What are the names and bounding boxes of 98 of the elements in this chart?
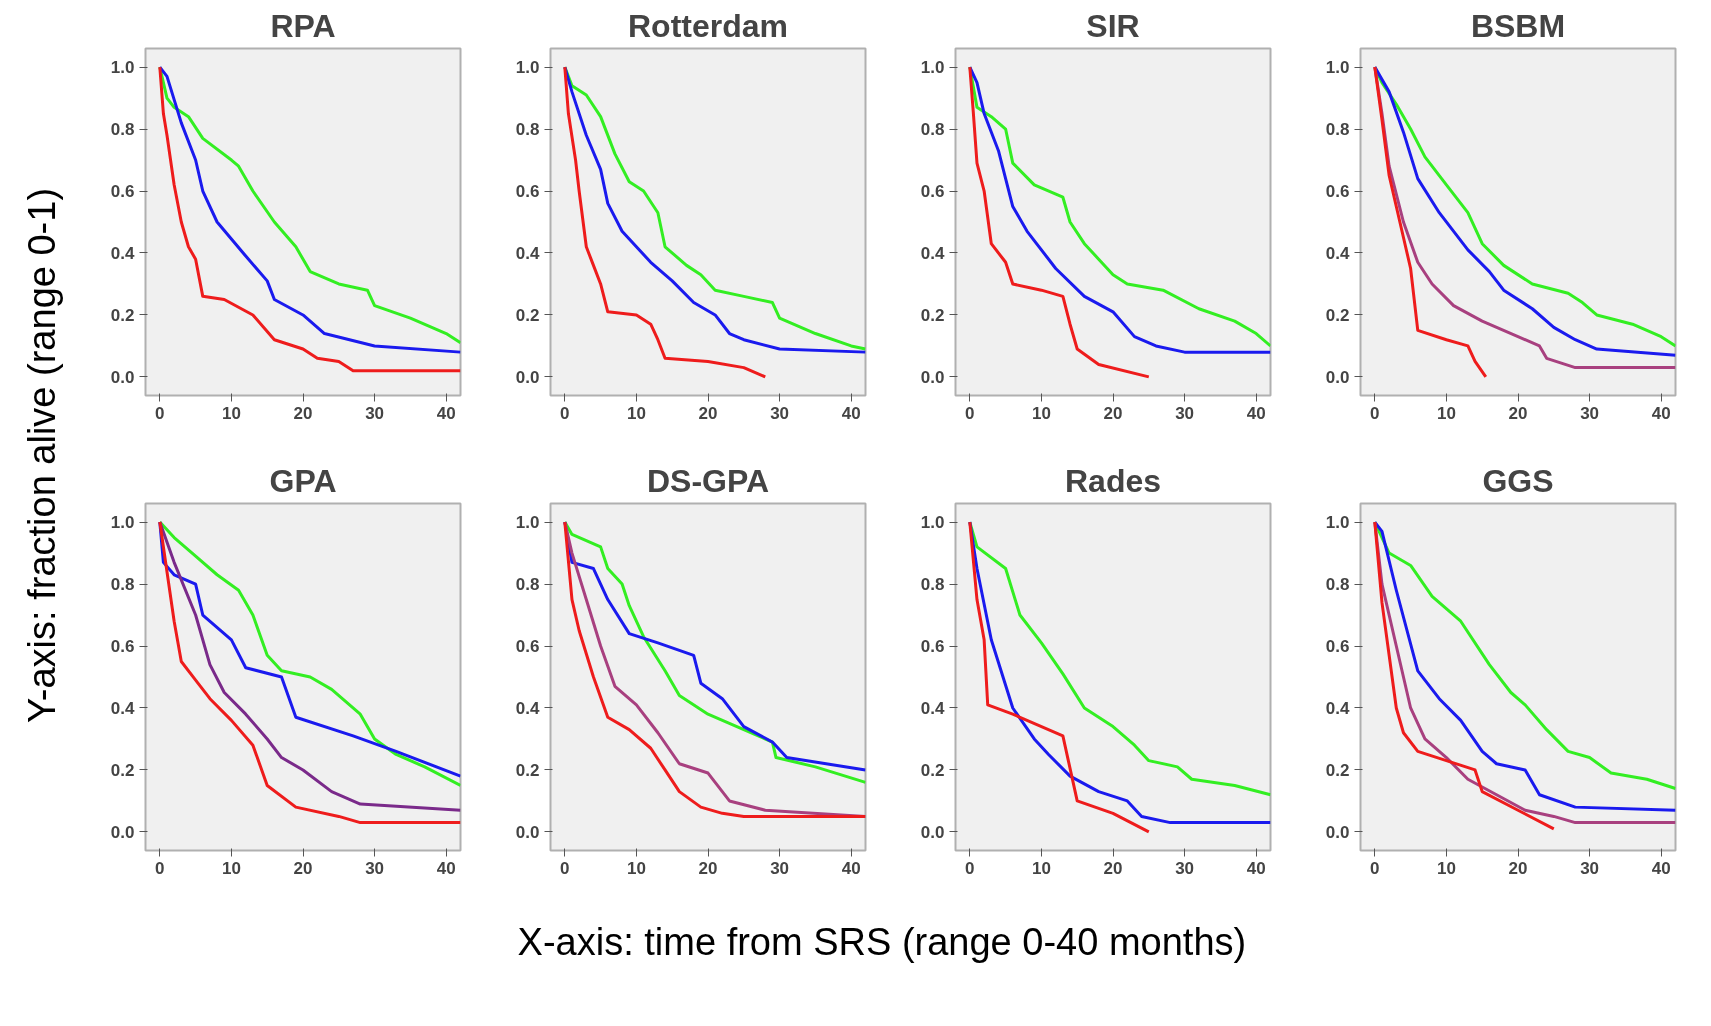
x-tick-label: 20 [698, 858, 718, 878]
x-tick-label: 0 [560, 858, 570, 878]
x-tick-label: 10 [1031, 858, 1051, 878]
x-tick-label: 30 [770, 858, 790, 878]
chart-title: GGS [1482, 462, 1554, 499]
x-tick-label: 10 [221, 858, 241, 878]
y-tick-label: 0.6 [1325, 182, 1350, 202]
chart-title: Rotterdam [627, 7, 789, 44]
y-tick-label: 0.0 [110, 367, 135, 387]
y-tick-label: 0.8 [110, 575, 135, 595]
y-tick-label: 0.6 [110, 637, 135, 657]
y-tick-label: 0.0 [110, 822, 135, 842]
x-tick-label: 30 [1580, 858, 1600, 878]
x-tick-label: 30 [1175, 858, 1195, 878]
y-tick-label: 0.8 [1325, 575, 1350, 595]
y-tick-label: 0.6 [110, 182, 135, 202]
x-tick-label: 0 [560, 403, 570, 423]
y-axis-title: Y-axis: fraction alive (range 0-1) [20, 187, 63, 724]
x-tick-label: 10 [1436, 858, 1456, 878]
x-tick-label: 0 [155, 403, 165, 423]
x-tick-label: 30 [1175, 403, 1195, 423]
x-tick-label: 40 [1651, 858, 1671, 878]
y-tick-label: 0.8 [1325, 120, 1350, 140]
y-tick-label: 0.2 [110, 305, 135, 325]
x-tick-label: 0 [1370, 858, 1380, 878]
y-tick-label: 0.0 [1325, 367, 1350, 387]
y-tick-label: 0.0 [920, 367, 945, 387]
x-tick-label: 40 [1246, 858, 1266, 878]
chart-title: SIR [1086, 7, 1140, 44]
y-tick-label: 0.2 [920, 305, 945, 325]
y-tick-label: 0.4 [920, 243, 946, 263]
x-tick-label: 40 [841, 403, 861, 423]
x-tick-label: 20 [1103, 403, 1123, 423]
y-tick-label: 1.0 [1325, 513, 1350, 533]
y-tick-label: 0.0 [515, 367, 540, 387]
y-tick-label: 1.0 [515, 58, 540, 78]
y-tick-label: 0.2 [1325, 760, 1350, 780]
y-tick-label: 0.2 [110, 760, 135, 780]
x-tick-label: 20 [1508, 858, 1528, 878]
x-tick-label: 10 [221, 403, 241, 423]
x-tick-label: 0 [1370, 403, 1380, 423]
y-tick-label: 0.6 [1325, 637, 1350, 657]
x-tick-label: 10 [626, 858, 646, 878]
x-tick-label: 20 [1508, 403, 1528, 423]
y-tick-label: 1.0 [515, 513, 540, 533]
x-tick-label: 40 [1651, 403, 1671, 423]
x-tick-label: 0 [965, 403, 975, 423]
chart-title: RPA [270, 7, 336, 44]
y-tick-label: 0.4 [110, 243, 136, 263]
y-tick-label: 0.4 [515, 698, 541, 718]
x-tick-label: 40 [436, 403, 456, 423]
x-tick-label: 30 [770, 403, 790, 423]
chart-title: GPA [269, 462, 337, 499]
y-tick-label: 0.6 [515, 637, 540, 657]
y-tick-label: 0.8 [515, 120, 540, 140]
y-tick-label: 1.0 [920, 58, 945, 78]
chart-title: BSBM [1470, 7, 1566, 44]
y-tick-label: 0.8 [110, 120, 135, 140]
y-tick-label: 0.2 [515, 760, 540, 780]
x-tick-label: 20 [293, 858, 313, 878]
y-tick-label: 0.6 [515, 182, 540, 202]
x-tick-label: 0 [155, 858, 165, 878]
y-tick-label: 0.6 [920, 182, 945, 202]
y-tick-label: 1.0 [920, 513, 945, 533]
y-tick-label: 0.4 [110, 698, 136, 718]
x-axis-title: X-axis: time from SRS (range 0-40 months) [517, 921, 1247, 963]
x-tick-label: 0 [965, 858, 975, 878]
y-tick-label: 0.4 [1325, 243, 1351, 263]
y-tick-label: 1.0 [110, 513, 135, 533]
x-tick-label: 40 [1246, 403, 1266, 423]
y-tick-label: 0.2 [920, 760, 945, 780]
y-tick-label: 0.0 [1325, 822, 1350, 842]
x-tick-label: 30 [1580, 403, 1600, 423]
x-tick-label: 10 [1031, 403, 1051, 423]
y-tick-label: 0.6 [920, 637, 945, 657]
x-tick-label: 10 [1436, 403, 1456, 423]
x-tick-label: 20 [1103, 858, 1123, 878]
x-tick-label: 20 [698, 403, 718, 423]
y-tick-label: 1.0 [110, 58, 135, 78]
y-tick-label: 0.4 [515, 243, 541, 263]
y-tick-label: 0.2 [1325, 305, 1350, 325]
chart-title: DS-GPA [646, 462, 770, 499]
x-tick-label: 30 [365, 858, 385, 878]
y-tick-label: 0.8 [515, 575, 540, 595]
x-tick-label: 30 [365, 403, 385, 423]
x-tick-label: 20 [293, 403, 313, 423]
y-tick-label: 0.2 [515, 305, 540, 325]
x-tick-label: 40 [436, 858, 456, 878]
y-tick-label: 0.8 [920, 120, 945, 140]
y-tick-label: 1.0 [1325, 58, 1350, 78]
chart-title: Rades [1064, 462, 1162, 499]
y-tick-label: 0.0 [515, 822, 540, 842]
y-tick-label: 0.4 [1325, 698, 1351, 718]
y-tick-label: 0.4 [920, 698, 946, 718]
x-tick-label: 40 [841, 858, 861, 878]
x-tick-label: 10 [626, 403, 646, 423]
y-tick-label: 0.0 [920, 822, 945, 842]
y-tick-label: 0.8 [920, 575, 945, 595]
